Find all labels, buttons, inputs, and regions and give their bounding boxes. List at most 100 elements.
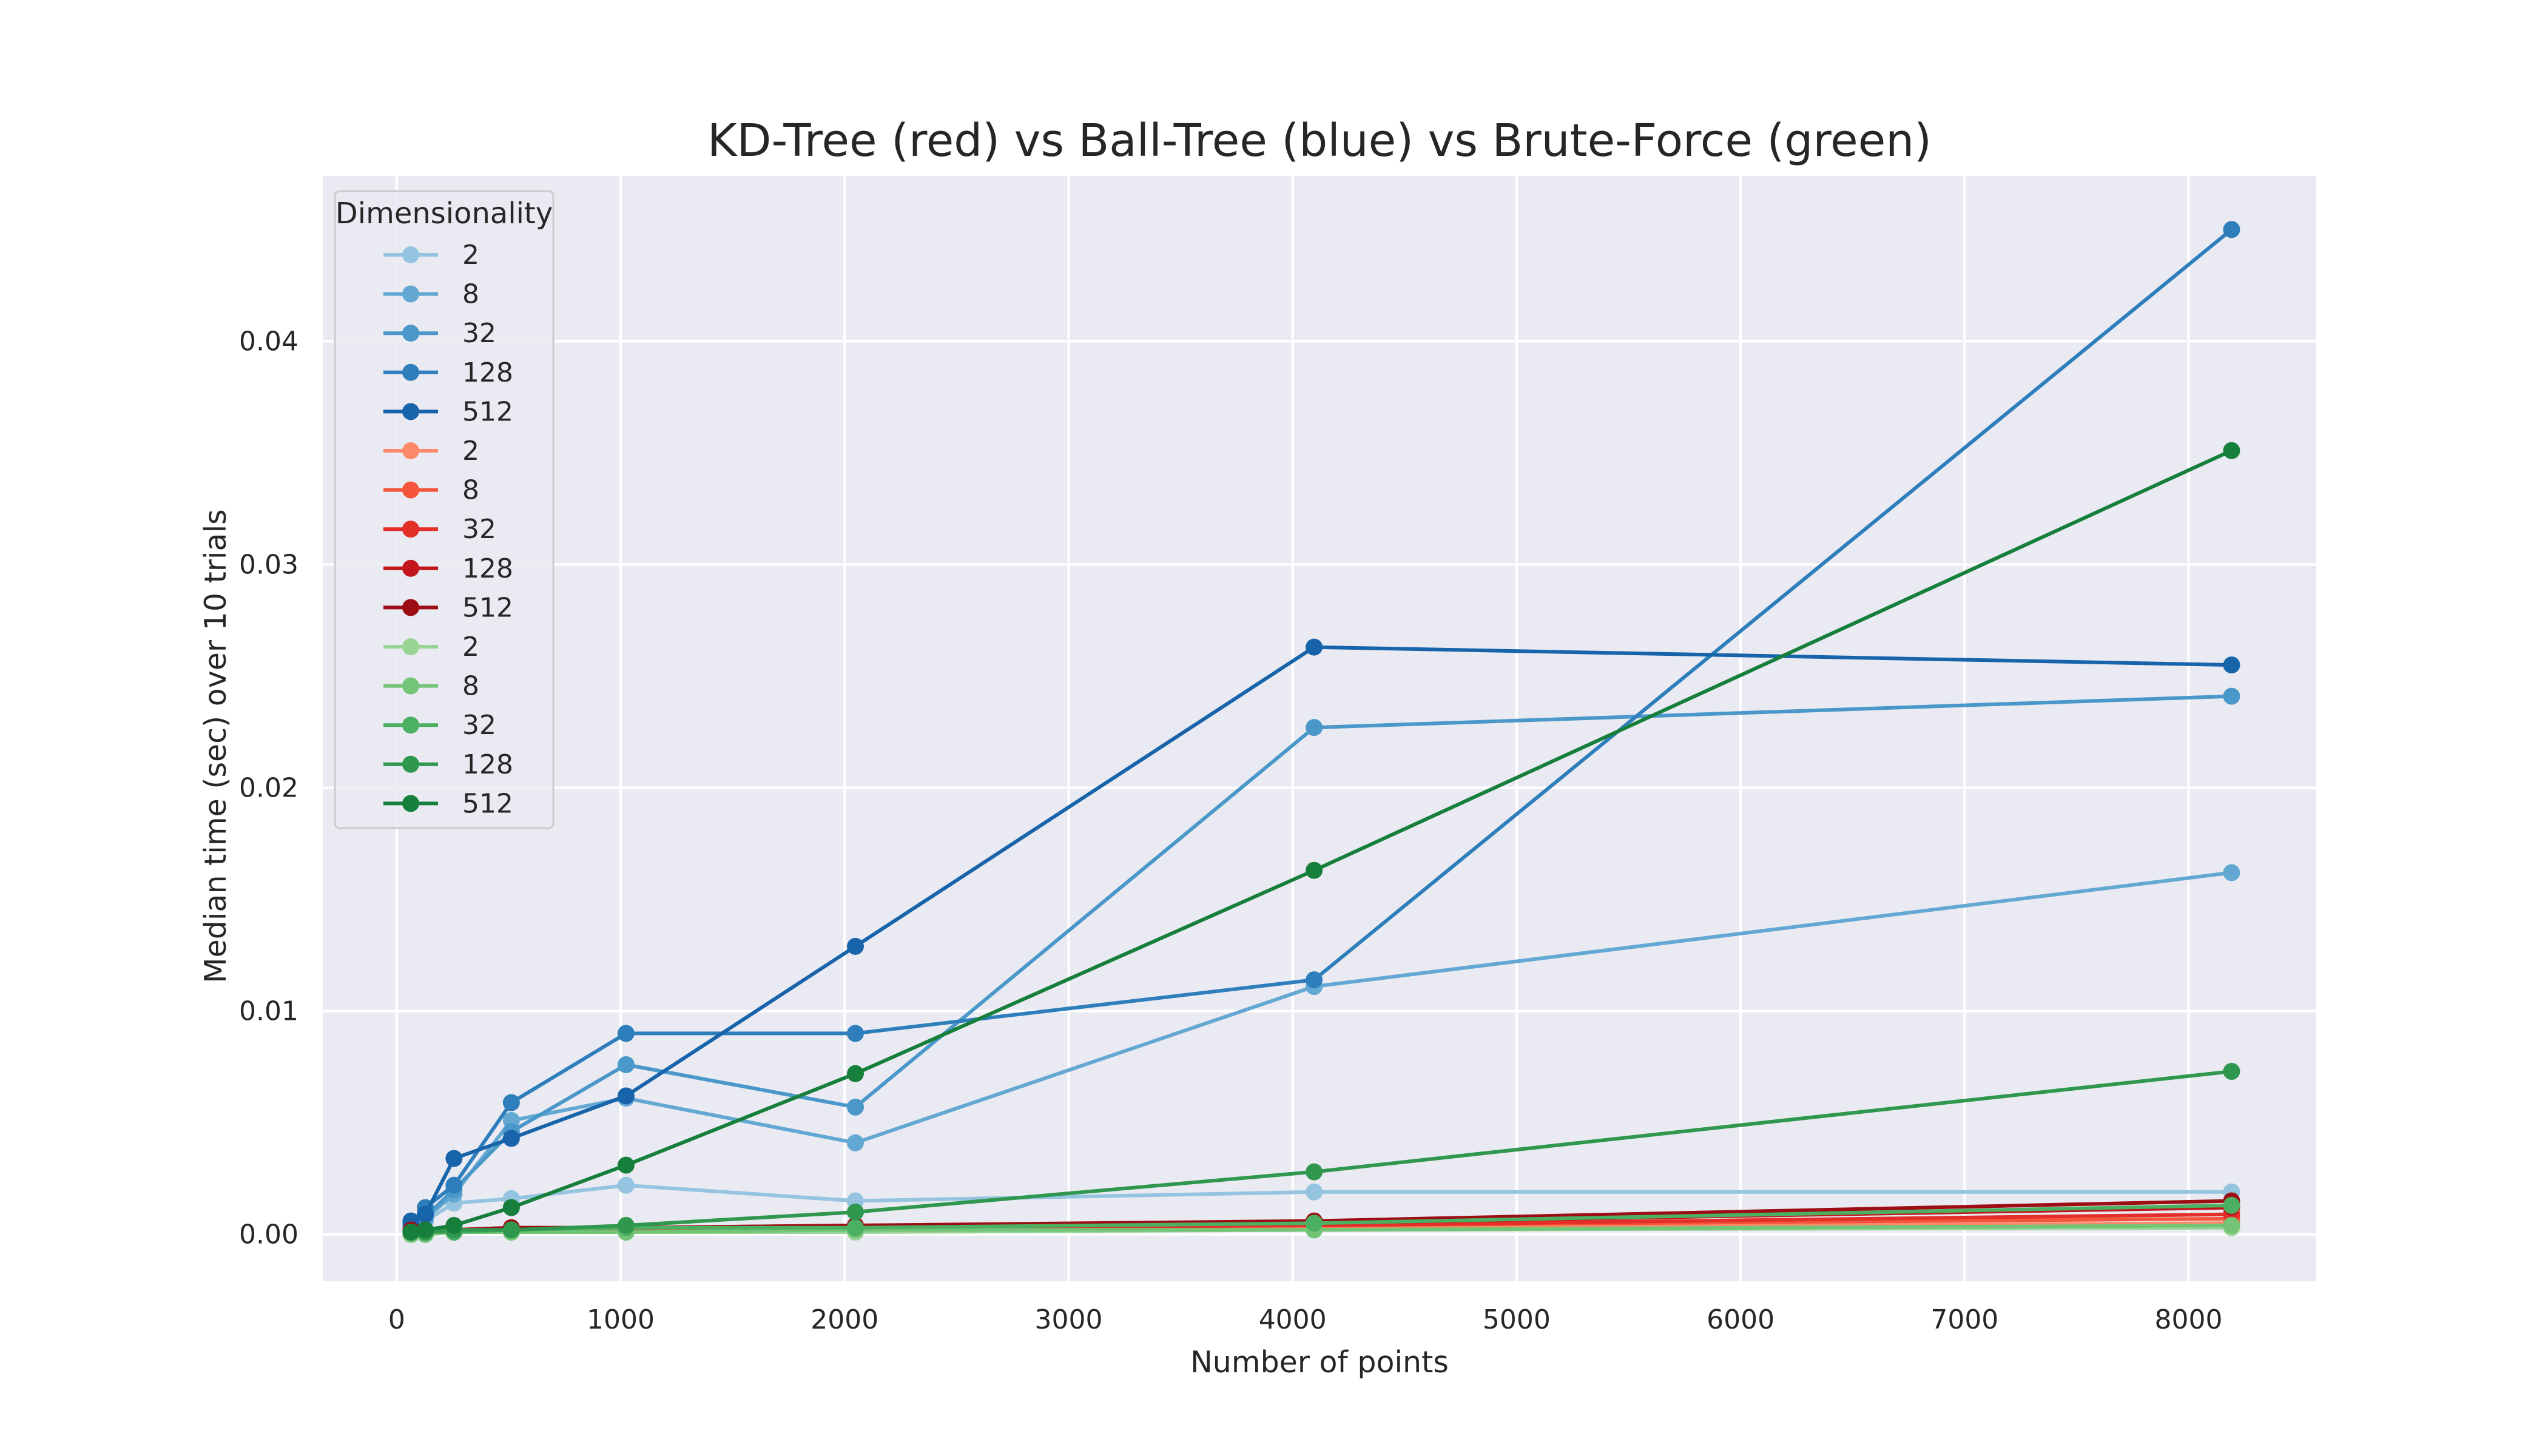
x-tick-label: 8000 [2155, 1304, 2223, 1335]
data-point [402, 1224, 420, 1241]
legend-item: 8 [383, 279, 479, 310]
data-point [502, 1199, 520, 1216]
x-tick-label: 5000 [1483, 1304, 1551, 1335]
legend-marker [402, 363, 419, 381]
data-point [617, 1056, 635, 1073]
data-point [846, 1065, 864, 1082]
y-axis-label: Median time (sec) over 10 trials [198, 509, 233, 983]
legend-item: 512 [383, 788, 513, 819]
y-tick-label: 0.01 [239, 996, 298, 1027]
legend-label: 8 [462, 279, 479, 310]
y-tick-label: 0.00 [239, 1219, 298, 1250]
series-512 [402, 442, 2240, 1241]
legend-item: 512 [383, 396, 513, 427]
legend-marker [402, 716, 419, 734]
legend-item: 128 [383, 357, 513, 388]
data-point [846, 1025, 864, 1042]
y-tick-label: 0.02 [239, 773, 298, 804]
data-point [2223, 1063, 2240, 1080]
data-point [1306, 1215, 1323, 1232]
legend-item: 32 [383, 514, 496, 545]
grid-lines [323, 176, 2316, 1281]
y-tick-label: 0.04 [239, 326, 298, 357]
data-point [2223, 442, 2240, 459]
data-point [1306, 638, 1323, 656]
data-point [617, 1156, 635, 1174]
data-point [445, 1150, 463, 1167]
legend-marker [402, 246, 419, 263]
legend-label: 8 [462, 671, 479, 702]
legend-marker [402, 599, 419, 616]
legend-item: 32 [383, 710, 496, 741]
data-point [2223, 864, 2240, 881]
series-line [409, 645, 2234, 1223]
legend: Dimensionality 2 8 32 128 512 2 8 32 128 512 2 8 32 1… [334, 190, 554, 829]
legend-label: 128 [462, 553, 513, 584]
data-point [617, 1216, 635, 1234]
series-512 [402, 638, 2240, 1230]
data-point [617, 1087, 635, 1105]
legend-item: 2 [383, 632, 479, 662]
legend-label: 128 [462, 357, 513, 388]
data-point [846, 1098, 864, 1116]
legend-item: 512 [383, 592, 513, 623]
data-point [2223, 687, 2240, 705]
data-point [846, 1203, 864, 1221]
legend-item: 2 [383, 240, 479, 271]
legend-marker [402, 755, 419, 773]
legend-label: 32 [462, 710, 496, 741]
data-point [417, 1205, 434, 1223]
data-point [2223, 1216, 2240, 1234]
x-tick-label: 1000 [587, 1304, 655, 1335]
legend-label: 32 [462, 514, 496, 545]
data-point [1306, 1163, 1323, 1181]
x-tick-label: 6000 [1707, 1304, 1774, 1335]
x-axis-ticks: 0 1000 2000 3000 4000 5000 6000 7000 8000 [388, 1304, 2223, 1335]
data-point [2223, 656, 2240, 674]
x-tick-label: 7000 [1930, 1304, 1998, 1335]
data-point [846, 937, 864, 955]
data-point [1306, 719, 1323, 736]
legend-label: 2 [462, 436, 479, 467]
legend-marker [402, 521, 419, 538]
data-point [1306, 861, 1323, 879]
data-point [846, 1134, 864, 1151]
data-point [502, 1221, 520, 1239]
legend-item: 8 [383, 671, 479, 702]
data-point [2223, 1196, 2240, 1214]
legend-marker [402, 559, 419, 577]
legend-item: 32 [383, 318, 496, 349]
legend-label: 32 [462, 318, 496, 349]
legend-label: 512 [462, 396, 513, 427]
data-point [617, 1176, 635, 1194]
data-point [2223, 221, 2240, 238]
legend-label: 512 [462, 592, 513, 623]
data-point [1306, 971, 1323, 989]
legend-title: Dimensionality [335, 197, 553, 231]
legend-label: 8 [462, 475, 479, 506]
legend-label: 2 [462, 240, 479, 271]
legend-label: 128 [462, 749, 513, 780]
x-tick-label: 3000 [1034, 1304, 1102, 1335]
legend-item: 128 [383, 749, 513, 780]
legend-label: 2 [462, 632, 479, 662]
legend-item: 2 [383, 436, 479, 467]
data-point [502, 1130, 520, 1147]
legend-label: 512 [462, 788, 513, 819]
data-point [846, 1219, 864, 1236]
data-point [417, 1221, 434, 1239]
y-axis-ticks: 0.00 0.01 0.02 0.03 0.04 [239, 326, 298, 1250]
legend-item: 128 [383, 553, 513, 584]
x-tick-label: 4000 [1259, 1304, 1327, 1335]
data-point [445, 1176, 463, 1194]
data-point [1306, 1183, 1323, 1201]
legend-marker [402, 638, 419, 655]
data-series [402, 221, 2240, 1243]
legend-item: 8 [383, 475, 479, 506]
chart-title: KD-Tree (red) vs Ball-Tree (blue) vs Bru… [707, 115, 1932, 167]
legend-marker [402, 677, 419, 695]
x-tick-label: 0 [388, 1304, 405, 1335]
data-point [445, 1216, 463, 1234]
legend-marker [402, 403, 419, 420]
